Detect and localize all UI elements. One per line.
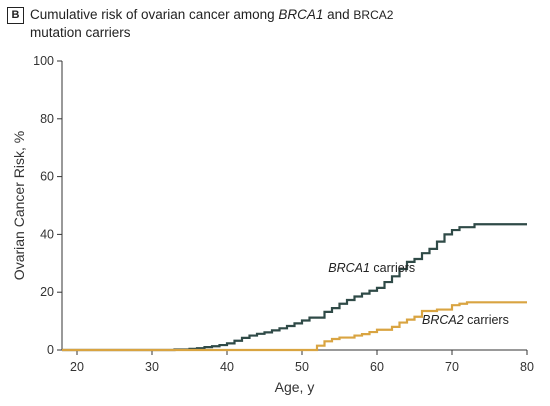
title-mid: and [323, 7, 354, 22]
series-annotation-brca2: BRCA2 carriers [422, 313, 509, 327]
y-tick-label: 20 [40, 285, 54, 299]
x-tick-label: 20 [70, 360, 84, 374]
x-tick-label: 40 [220, 360, 234, 374]
title-gene1: BRCA1 [278, 7, 324, 22]
y-tick-label: 40 [40, 227, 54, 241]
y-tick-label: 60 [40, 170, 54, 184]
x-axis-label: Age, y [275, 379, 315, 395]
x-tick-label: 80 [520, 360, 534, 374]
chart-title: Cumulative risk of ovarian cancer among … [30, 6, 450, 41]
title-suffix: mutation carriers [30, 25, 131, 40]
series-line-brca1 [62, 223, 527, 352]
y-axis-label: Ovarian Cancer Risk, % [11, 131, 27, 280]
y-tick-label: 80 [40, 112, 54, 126]
title-gene2: BRCA2 [353, 8, 394, 22]
y-tick-label: 0 [47, 343, 54, 357]
x-tick-label: 60 [370, 360, 384, 374]
x-tick-label: 30 [145, 360, 159, 374]
title-prefix: Cumulative risk of ovarian cancer among [30, 7, 279, 22]
x-tick-label: 70 [445, 360, 459, 374]
x-tick-label: 50 [295, 360, 309, 374]
y-tick-label: 100 [33, 54, 54, 68]
series-annotation-brca1: BRCA1 carriers [328, 261, 415, 275]
panel-label: B [7, 7, 24, 24]
series-line-brca2 [62, 301, 527, 352]
